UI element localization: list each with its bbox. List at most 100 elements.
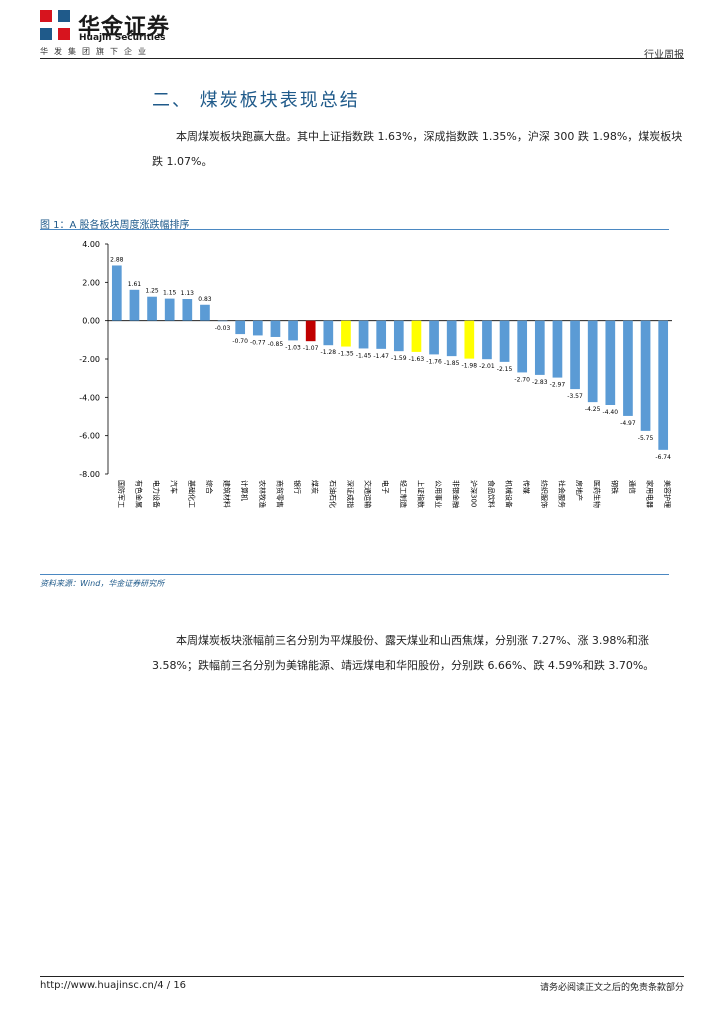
data-label: -3.57 <box>567 393 583 400</box>
bar <box>235 320 246 335</box>
bar <box>111 265 122 321</box>
x-tick-label: 纺织服饰 <box>540 480 549 508</box>
x-tick-label: 机械设备 <box>505 480 514 508</box>
x-tick-label: 房地产 <box>575 480 584 501</box>
sector-weekly-change-chart: 4.00 2.00 0.00 -2.00 -4.00 -6.00 -8.00 2.88 国防军工… <box>79 240 672 508</box>
x-tick-label: 商贸零售 <box>275 480 284 508</box>
x-tick-label: 深证成指 <box>346 480 355 508</box>
data-label: -2.15 <box>497 366 513 373</box>
x-tick-label: 基础化工 <box>187 480 196 508</box>
figure-top-rule <box>40 229 669 230</box>
x-tick-label: 电力设备 <box>152 480 161 508</box>
bar <box>570 320 580 390</box>
data-label: -5.75 <box>638 435 654 442</box>
data-label: 1.25 <box>145 288 159 295</box>
data-label: -0.77 <box>250 339 266 346</box>
data-label: -1.85 <box>444 360 460 367</box>
x-tick-label: 综合 <box>205 480 214 494</box>
ranking-text: 本周煤炭板块涨幅前三名分别为平煤股份、露天煤业和山西焦煤，分别涨 7.27%、涨… <box>152 634 655 672</box>
data-label: 1.61 <box>128 281 142 288</box>
y-tick-label: -4.00 <box>79 393 100 402</box>
x-tick-label: 石油石化 <box>328 480 337 508</box>
y-tick-label: -2.00 <box>79 355 100 364</box>
footer-page: 4 / 16 <box>157 980 187 991</box>
x-tick-label: 建筑材料 <box>223 480 232 508</box>
x-tick-label: 社会服务 <box>557 480 566 508</box>
bar <box>517 320 528 373</box>
summary-paragraph: 本周煤炭板块跑赢大盘。其中上证指数跌 1.63%，深成指数跌 1.35%，沪深 … <box>152 124 684 174</box>
bar <box>623 320 633 416</box>
data-label: -0.70 <box>232 338 248 345</box>
x-tick-label: 煤炭 <box>311 480 320 494</box>
x-tick-label: 医药生物 <box>593 480 602 508</box>
section-title: 二、 煤炭板块表现总结 <box>152 90 360 111</box>
x-tick-label: 轻工制造 <box>399 480 408 508</box>
bar <box>200 304 210 321</box>
x-tick-label: 计算机 <box>240 480 249 501</box>
footer-url[interactable]: http://www.huajinsc.cn/ <box>40 980 158 991</box>
bar <box>411 320 422 352</box>
data-label: -0.85 <box>268 341 284 348</box>
data-label: -4.25 <box>585 406 601 413</box>
data-label: -1.28 <box>321 349 337 356</box>
bar <box>164 298 175 321</box>
data-label: -4.97 <box>620 420 636 427</box>
bar <box>658 320 669 450</box>
brand-name-cn: 华金证券 <box>78 15 171 40</box>
x-tick-label: 银行 <box>293 480 302 494</box>
footer-divider <box>40 976 684 977</box>
report-type: 行业周报 <box>644 50 684 61</box>
x-tick-label: 上证指数 <box>416 480 425 508</box>
data-label: 0.83 <box>198 296 212 303</box>
bar <box>323 320 334 346</box>
data-label: -1.59 <box>391 355 407 362</box>
x-tick-label: 国防军工 <box>117 480 126 508</box>
bar <box>182 299 193 321</box>
x-tick-label: 公用事业 <box>434 480 443 508</box>
figure-bottom-rule <box>40 574 669 575</box>
data-label: -6.74 <box>655 454 671 461</box>
bar <box>605 320 616 405</box>
x-tick-label: 交通运输 <box>364 480 373 508</box>
x-tick-label: 传媒 <box>522 480 531 494</box>
x-tick-label: 钢铁 <box>610 480 619 494</box>
ranking-paragraph: 本周煤炭板块涨幅前三名分别为平煤股份、露天煤业和山西焦煤，分别涨 7.27%、涨… <box>152 628 684 678</box>
bar <box>482 320 492 360</box>
figure-title: 图 1：A 股各板块周度涨跌幅排序 <box>40 220 190 231</box>
data-label: -2.01 <box>479 363 495 370</box>
bar <box>217 320 228 322</box>
bar <box>341 320 351 347</box>
data-label: -0.03 <box>215 325 231 332</box>
footer-page-info: http://www.huajinsc.cn/4 / 16 <box>40 980 186 991</box>
data-label: -2.97 <box>550 382 566 389</box>
x-tick-label: 家用电器 <box>646 480 655 508</box>
bar <box>446 320 457 357</box>
x-tick-label: 食品饮料 <box>487 480 496 508</box>
data-label: 1.13 <box>181 290 195 297</box>
data-label: -1.03 <box>285 344 301 351</box>
bar <box>358 320 369 349</box>
bar <box>552 320 563 378</box>
bar <box>288 320 298 341</box>
data-label: -1.47 <box>373 353 389 360</box>
bar <box>129 289 140 321</box>
summary-text: 本周煤炭板块跑赢大盘。其中上证指数跌 1.63%，深成指数跌 1.35%，沪深 … <box>152 130 683 168</box>
x-tick-label: 汽车 <box>170 480 179 494</box>
bar <box>270 320 281 337</box>
data-label: -1.76 <box>426 358 442 365</box>
x-tick-label: 有色金属 <box>134 480 143 508</box>
bar <box>429 320 439 355</box>
bar <box>640 320 651 431</box>
bar <box>587 320 598 403</box>
x-tick-label: 沪深300 <box>469 480 478 507</box>
y-tick-label: 4.00 <box>82 240 100 249</box>
x-tick-label: 非银金融 <box>452 480 461 508</box>
y-tick-label: -8.00 <box>79 470 100 479</box>
data-label: -1.63 <box>409 356 425 363</box>
company-logo-icon <box>40 10 70 40</box>
footer-disclaimer: 请务必阅读正文之后的免责条款部分 <box>539 983 684 993</box>
y-tick-label: 2.00 <box>82 278 100 287</box>
bar <box>534 320 545 375</box>
bar <box>147 296 157 321</box>
data-label: -1.07 <box>303 345 319 352</box>
